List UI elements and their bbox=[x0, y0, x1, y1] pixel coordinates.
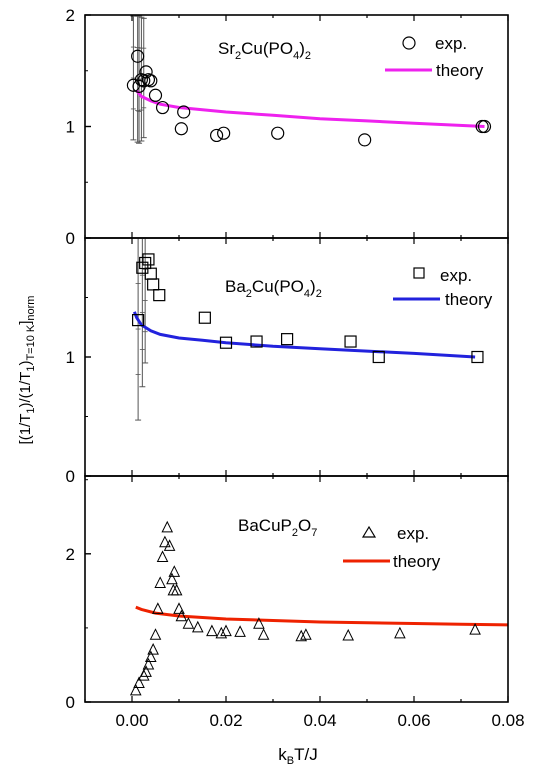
y-axis-ticks: 0 1 2 bbox=[66, 6, 91, 248]
panel-title: Sr2Cu(PO4)2 bbox=[218, 39, 311, 62]
data-point bbox=[191, 620, 204, 633]
x-tick-label: 0.00 bbox=[115, 711, 148, 730]
data-point bbox=[148, 88, 163, 102]
panel-sr2cu-po4-2: 0 1 2 Sr2Cu(PO4)2 exp. theory bbox=[66, 6, 509, 248]
legend-marker-exp bbox=[402, 36, 416, 50]
x-tick-label: 0.04 bbox=[303, 711, 336, 730]
data-point bbox=[300, 628, 312, 640]
data-point bbox=[250, 335, 263, 348]
panel-bacup2o7: 02 0.00 0.02 0.04 0.06 0.08 BaCuP2O7 exp. th… bbox=[66, 475, 525, 730]
data-point bbox=[173, 602, 185, 614]
data-point bbox=[342, 628, 355, 641]
y-tick-label: 1 bbox=[66, 118, 75, 137]
data-point bbox=[358, 133, 372, 147]
theory-curve bbox=[135, 605, 509, 627]
x-axis-ticks bbox=[84, 15, 509, 238]
data-point bbox=[152, 602, 164, 614]
legend-label-exp: exp. bbox=[435, 34, 467, 53]
legend-label-exp: exp. bbox=[440, 266, 472, 285]
data-point bbox=[215, 626, 228, 639]
data-point bbox=[166, 572, 178, 585]
data-point bbox=[175, 609, 188, 622]
data-point bbox=[168, 565, 181, 577]
data-point bbox=[372, 350, 385, 364]
legend-marker-exp bbox=[413, 267, 425, 279]
data-point bbox=[220, 624, 232, 637]
x-axis-label: kBT/J bbox=[278, 745, 317, 767]
plot-frame bbox=[84, 475, 509, 703]
x-axis-ticks: 0.00 0.02 0.04 0.06 0.08 bbox=[84, 476, 525, 730]
data-point bbox=[206, 624, 218, 637]
y-tick-label: 1 bbox=[66, 348, 75, 367]
theory-curve bbox=[133, 311, 476, 359]
data-point bbox=[281, 333, 294, 346]
y-axis-label: [(1/T1)/(1/T1)T=10 K]norm bbox=[17, 296, 37, 445]
data-point bbox=[174, 122, 188, 136]
y-tick-label: 2 bbox=[66, 6, 75, 25]
legend-label-theory: theory bbox=[445, 290, 493, 309]
data-point bbox=[144, 650, 157, 663]
panel-ba2cu-po4-2: 01 Ba2Cu(PO4)2 exp. theory bbox=[66, 237, 509, 486]
exp-points bbox=[129, 520, 481, 696]
legend-label-exp: exp. bbox=[397, 524, 429, 543]
data-point bbox=[477, 119, 492, 134]
data-point bbox=[131, 49, 145, 63]
data-point bbox=[147, 643, 159, 655]
data-point bbox=[155, 100, 170, 115]
data-point bbox=[147, 278, 160, 291]
data-point bbox=[469, 623, 481, 635]
data-point bbox=[154, 576, 167, 588]
data-point bbox=[142, 657, 155, 670]
panel-title: Ba2Cu(PO4)2 bbox=[225, 277, 322, 300]
data-point bbox=[219, 336, 233, 349]
data-point bbox=[234, 625, 246, 637]
legend-marker-exp bbox=[361, 525, 377, 538]
x-tick-label: 0.06 bbox=[397, 711, 430, 730]
data-point bbox=[144, 74, 158, 88]
data-point bbox=[170, 583, 183, 596]
data-point bbox=[182, 617, 195, 629]
data-point bbox=[137, 74, 151, 88]
data-point bbox=[161, 520, 174, 533]
data-point bbox=[159, 535, 171, 548]
theory-curve bbox=[135, 89, 485, 128]
data-point bbox=[344, 335, 357, 348]
x-tick-label: 0.02 bbox=[209, 711, 242, 730]
legend-label-theory: theory bbox=[436, 61, 484, 80]
legend-label-theory: theory bbox=[393, 552, 441, 571]
data-point bbox=[217, 126, 231, 140]
y-axis-ticks: 01 bbox=[66, 297, 91, 486]
data-point bbox=[132, 314, 145, 327]
data-point bbox=[253, 617, 265, 629]
data-point bbox=[198, 311, 211, 324]
data-point bbox=[142, 253, 155, 266]
y-axis-ticks: 02 bbox=[66, 479, 91, 712]
panel-title: BaCuP2O7 bbox=[238, 516, 317, 539]
data-point bbox=[257, 628, 270, 640]
y-tick-label: 0 bbox=[66, 229, 75, 248]
data-point bbox=[129, 683, 142, 696]
y-tick-label: 0 bbox=[66, 467, 75, 486]
data-point bbox=[163, 539, 176, 551]
y-tick-label: 2 bbox=[66, 545, 75, 564]
data-point bbox=[471, 350, 484, 364]
y-tick-label: 0 bbox=[66, 693, 75, 712]
exp-points bbox=[132, 253, 484, 364]
x-tick-label: 0.08 bbox=[491, 711, 524, 730]
data-point bbox=[153, 289, 166, 302]
data-point bbox=[210, 128, 224, 143]
data-point bbox=[295, 629, 308, 642]
data-point bbox=[394, 626, 406, 639]
data-point bbox=[133, 676, 145, 688]
exp-points bbox=[126, 49, 492, 147]
data-point bbox=[140, 665, 152, 677]
data-point bbox=[271, 126, 285, 140]
data-point bbox=[177, 105, 191, 119]
data-point bbox=[156, 550, 169, 563]
data-point bbox=[149, 628, 162, 640]
